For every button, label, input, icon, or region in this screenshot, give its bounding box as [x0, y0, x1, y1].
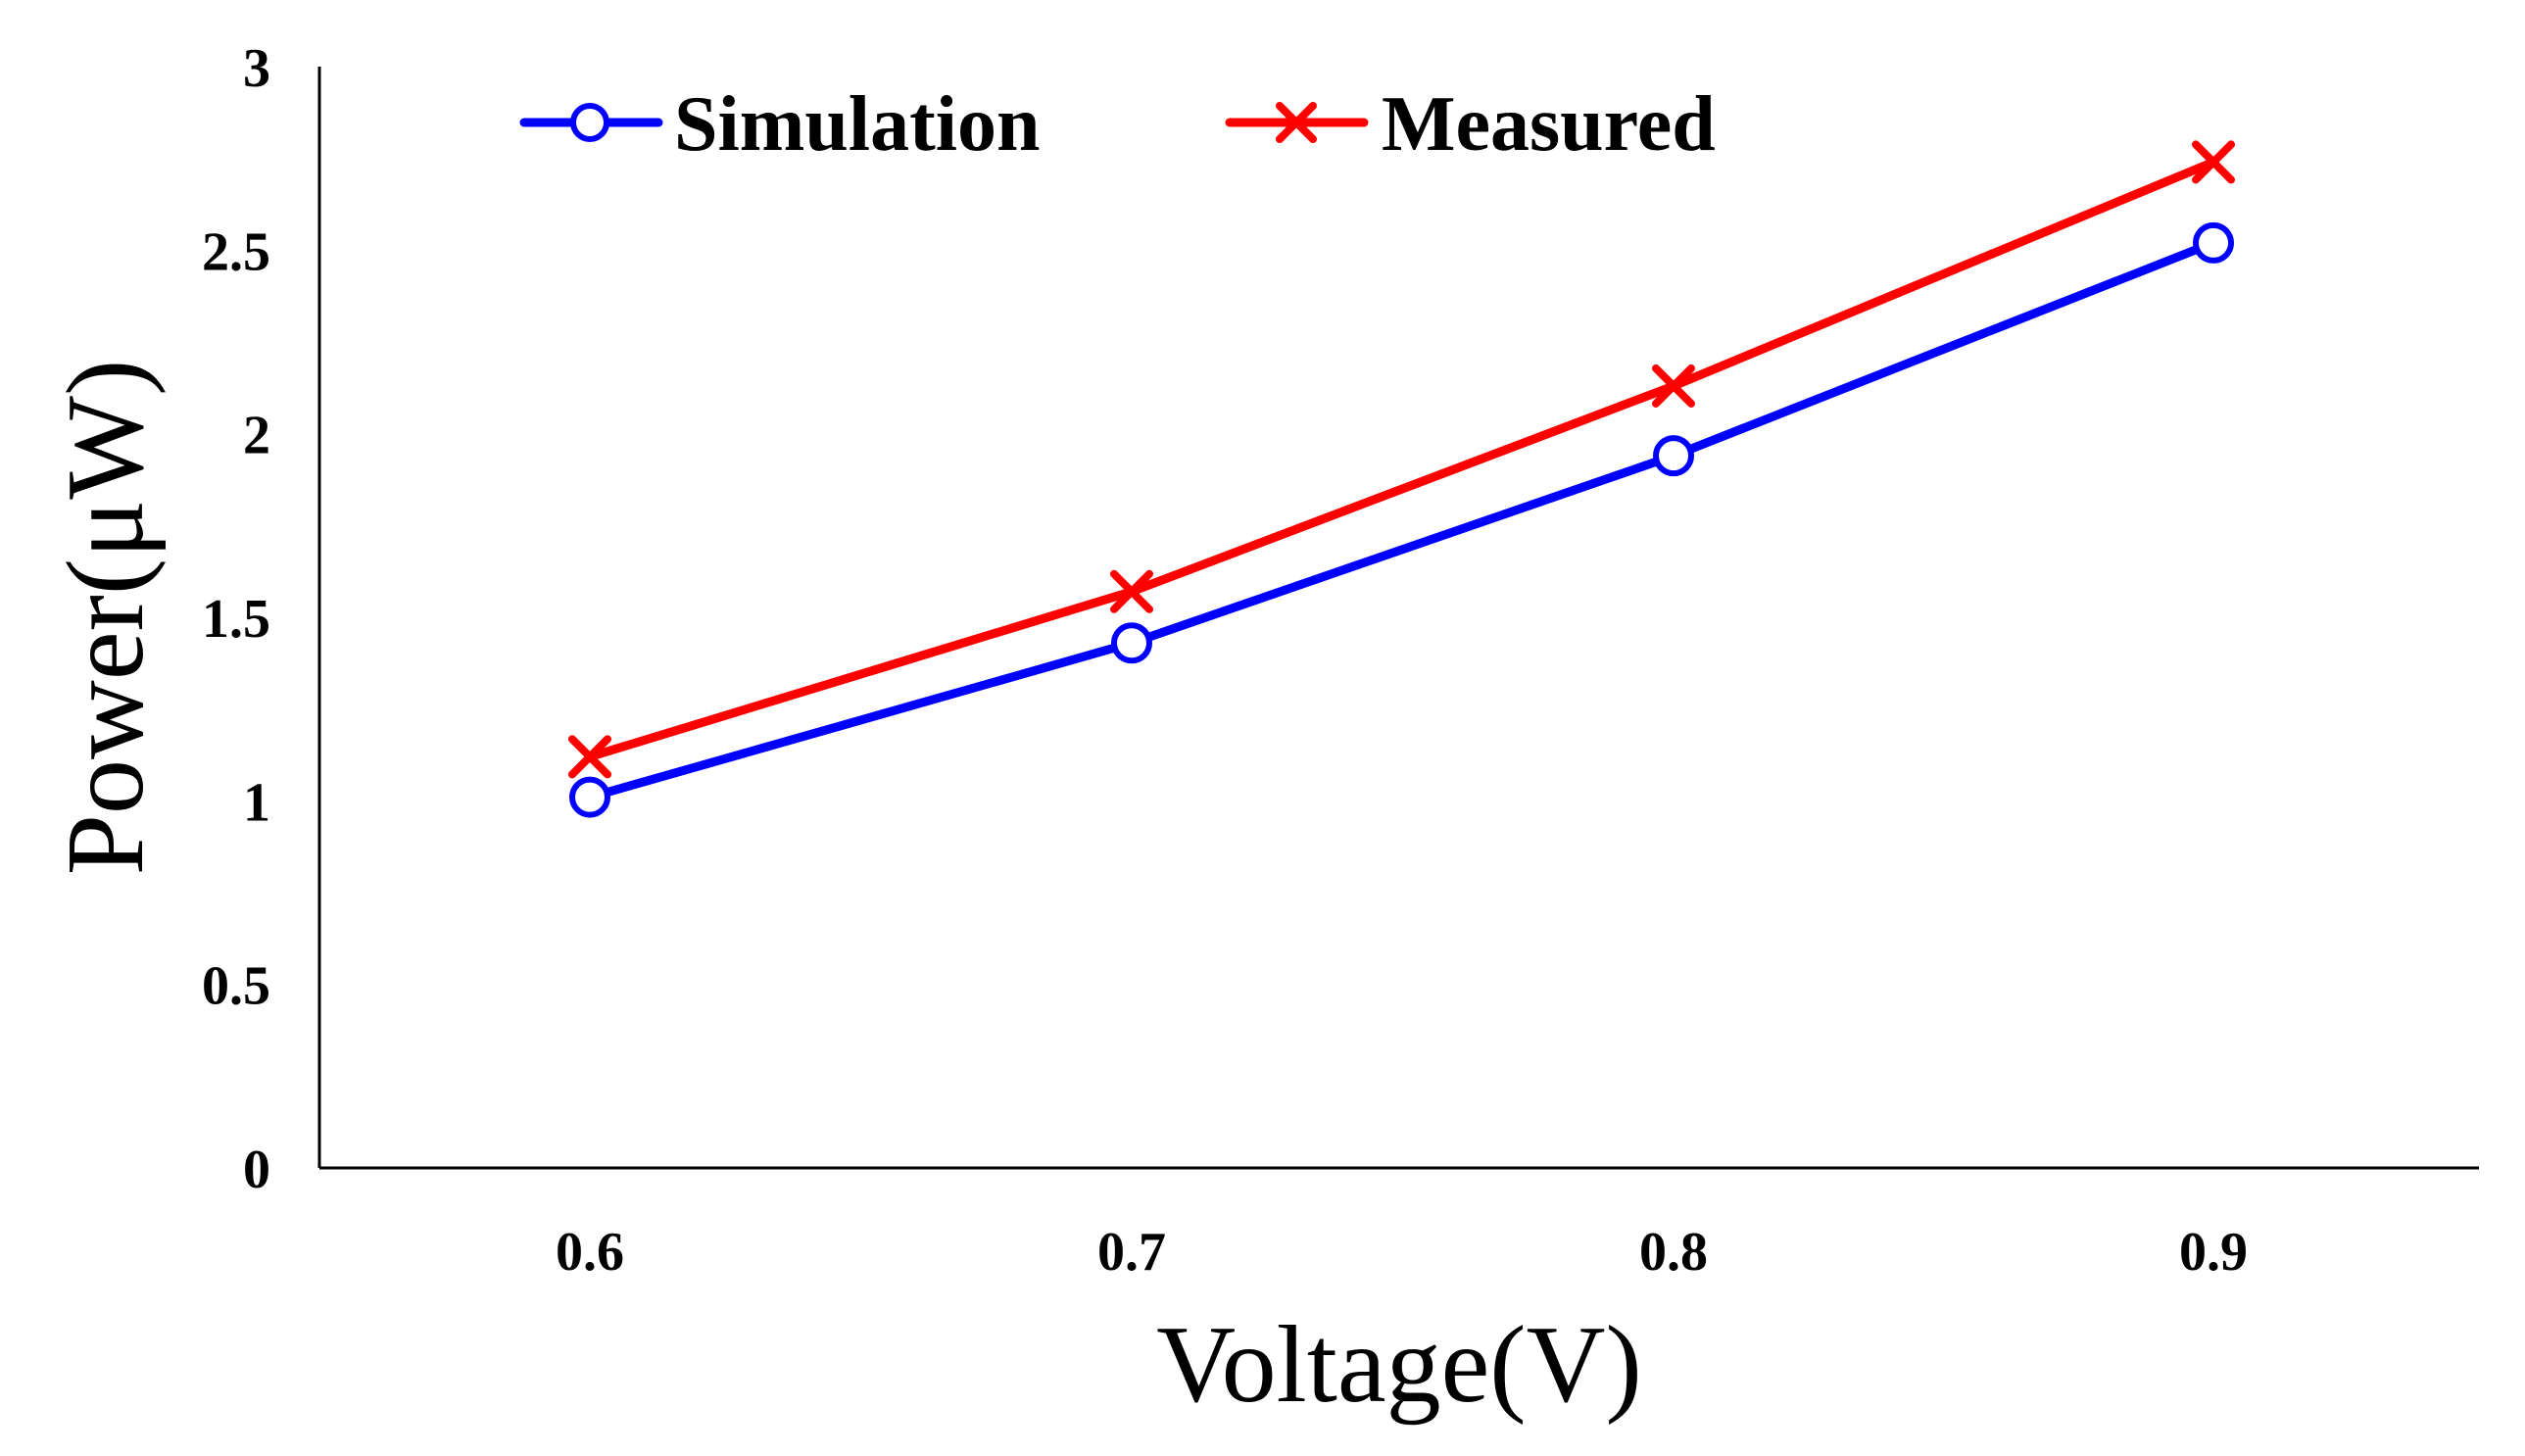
x-marker-stroke [1276, 102, 1317, 143]
y-tick-label: 0 [243, 1140, 270, 1200]
axes [317, 67, 2479, 1170]
data-point-measured [1110, 569, 1153, 613]
legend-x-marker [1276, 102, 1317, 143]
y-tick-label: 0.5 [202, 956, 270, 1017]
x-axis-title: Voltage(V) [1156, 1304, 1642, 1426]
legend-item-measured: Measured [1225, 81, 1716, 168]
data-point-measured [2192, 140, 2235, 184]
series-layer [568, 140, 2235, 818]
legend: Simulation Measured [519, 81, 1716, 168]
data-point-simulation [569, 776, 610, 818]
y-tick-label: 1 [243, 772, 270, 833]
x-marker-stroke [568, 735, 611, 779]
legend-label: Measured [1382, 81, 1716, 168]
data-point-measured [568, 735, 611, 779]
x-marker-stroke [2192, 140, 2235, 184]
legend-item-simulation: Simulation [519, 81, 1040, 168]
data-point-simulation [2193, 221, 2234, 264]
data-point-simulation [1653, 435, 1694, 477]
x-marker-stroke [1652, 364, 1695, 408]
legend-circle-marker [570, 103, 609, 142]
legend-label: Simulation [674, 81, 1040, 168]
y-tick-label: 2.5 [202, 221, 270, 282]
series-line-measured [585, 157, 2218, 761]
x-tick-label: 0.9 [2179, 1222, 2248, 1283]
x-tick-label: 0.6 [556, 1222, 624, 1283]
series-simulation [569, 221, 2234, 818]
x-marker-stroke [1110, 569, 1153, 613]
y-tick-label: 3 [243, 38, 270, 99]
y-tick-label: 1.5 [202, 589, 270, 650]
data-point-simulation [1111, 622, 1152, 664]
data-point-measured [1652, 364, 1695, 408]
series-line-simulation [585, 238, 2218, 802]
y-axis-title: Power(μW) [45, 360, 167, 876]
y-tick-label: 2 [243, 406, 270, 466]
x-tick-labels: 0.6 0.7 0.8 0.9 [556, 1222, 2248, 1283]
series-measured [568, 140, 2235, 779]
x-tick-label: 0.8 [1639, 1222, 1708, 1283]
x-tick-label: 0.7 [1097, 1222, 1166, 1283]
y-tick-labels: 0 0.5 1 1.5 2 2.5 3 [202, 38, 270, 1200]
